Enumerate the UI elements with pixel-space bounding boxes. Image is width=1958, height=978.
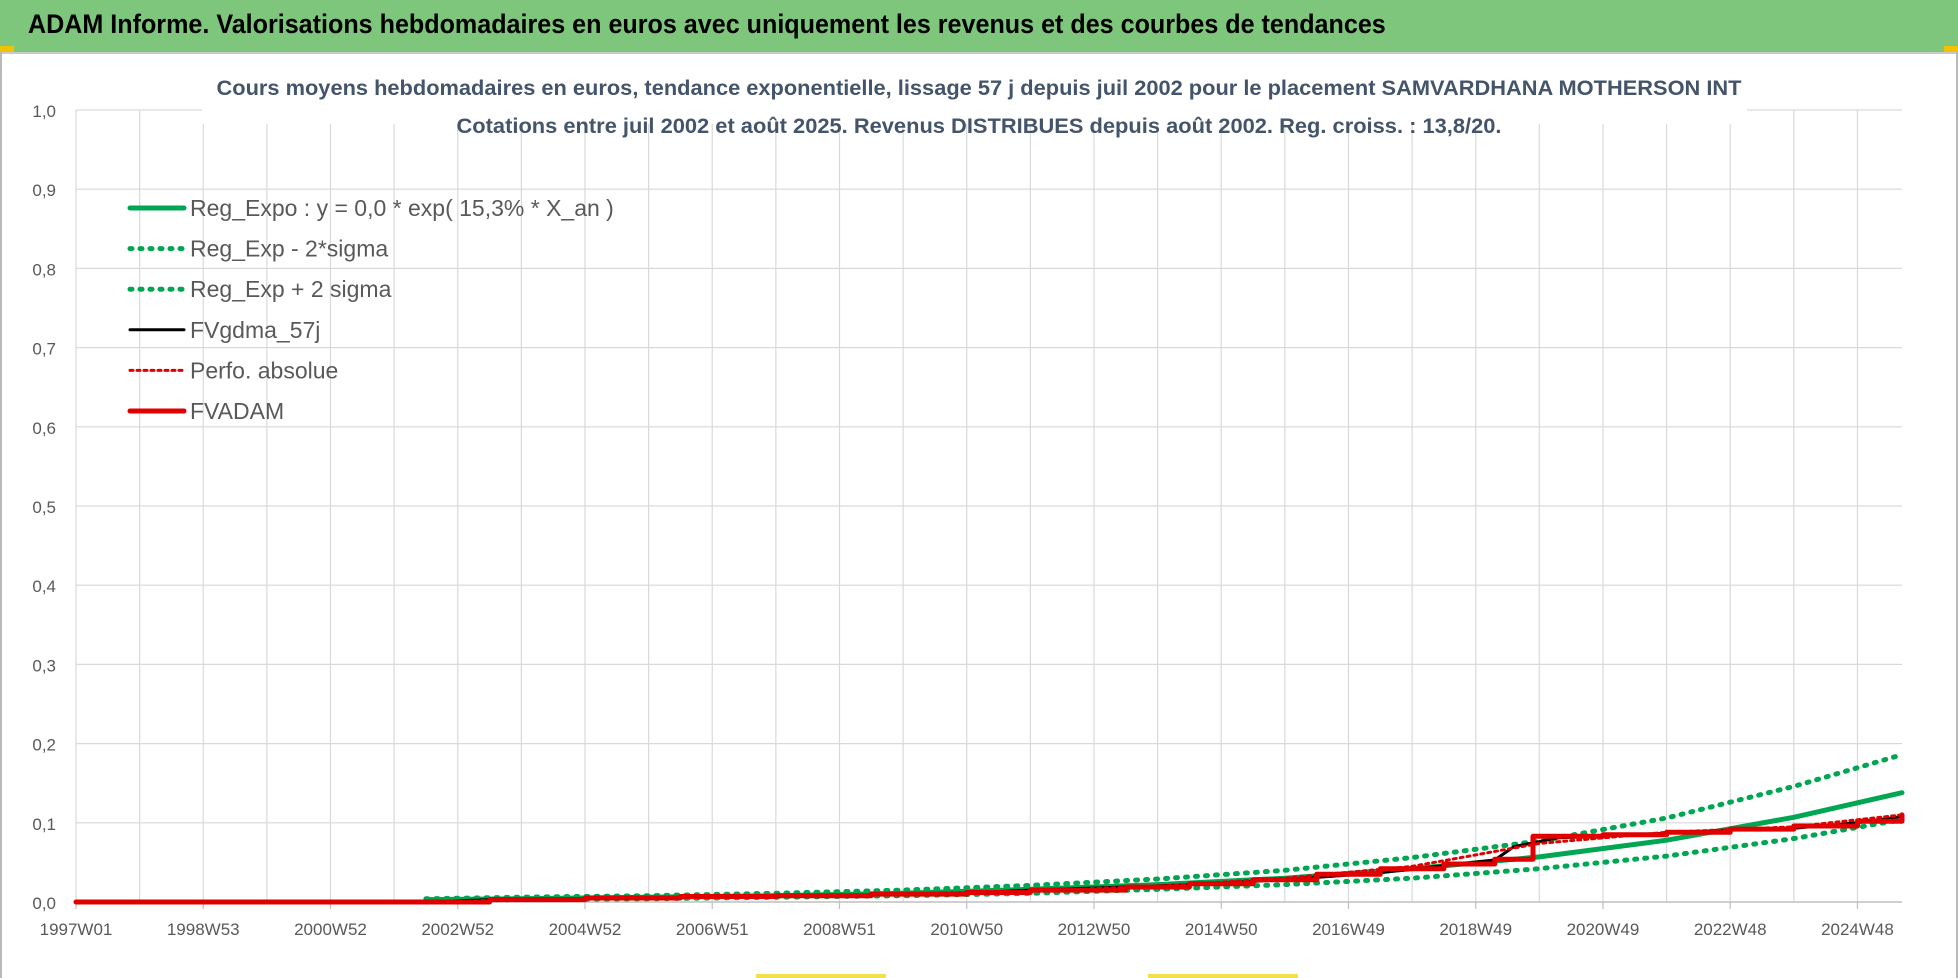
y-tick-label: 1,0 <box>32 102 56 121</box>
legend-label: Reg_Exp + 2 sigma <box>190 276 392 302</box>
x-tick-label: 2004W52 <box>549 920 622 939</box>
x-tick-label: 2016W49 <box>1312 920 1385 939</box>
frame-left-edge <box>0 52 2 978</box>
x-tick-label: 2018W49 <box>1439 920 1512 939</box>
y-tick-label: 0,7 <box>32 340 56 359</box>
series-line-5 <box>73 812 1905 905</box>
chart-subtitle: Cotations entre juil 2002 et août 2025. … <box>457 115 1502 138</box>
y-tick-label: 0,4 <box>32 577 56 596</box>
legend-label: FVADAM <box>190 398 284 424</box>
x-tick-label: 2020W49 <box>1567 920 1640 939</box>
y-tick-label: 0,5 <box>32 498 56 517</box>
report-title: ADAM Informe. Valorisations hebdomadaire… <box>28 9 1386 39</box>
chart-series <box>73 752 1905 905</box>
chart-title: Cours moyens hebdomadaires en euros, ten… <box>217 77 1742 100</box>
legend-label: Perfo. absolue <box>190 357 338 383</box>
x-tick-label: 2006W51 <box>676 920 749 939</box>
legend-label: Reg_Exp - 2*sigma <box>190 236 388 262</box>
chart: Cours moyens hebdomadaires en euros, ten… <box>32 60 1905 939</box>
chart-legend: Reg_Expo : y = 0,0 * exp( 15,3% * X_an )… <box>127 195 614 424</box>
footer-marker <box>756 974 886 978</box>
series-line-0 <box>423 790 1905 903</box>
x-tick-label: 2022W48 <box>1694 920 1767 939</box>
x-tick-label: 2010W50 <box>930 920 1003 939</box>
y-tick-label: 0,8 <box>32 260 56 279</box>
footer-marker <box>1148 974 1298 978</box>
y-tick-label: 0,2 <box>32 736 56 755</box>
x-tick-label: 2002W52 <box>421 920 494 939</box>
corner-marker-left <box>0 46 14 52</box>
y-tick-label: 0,1 <box>32 815 56 834</box>
y-tick-label: 0,0 <box>32 894 56 913</box>
x-tick-label: 1997W01 <box>40 920 113 939</box>
y-tick-label: 0,6 <box>32 419 56 438</box>
frame-right-edge <box>1956 52 1958 978</box>
chart-gridlines <box>75 109 1902 902</box>
y-tick-label: 0,3 <box>32 656 56 675</box>
chart-axes: 0,0 0,1 0,2 0,3 0,4 0,5 0,6 0,7 0,8 0,9 1,0 1997W01… <box>32 102 1902 939</box>
x-tick-label: 2024W48 <box>1821 920 1894 939</box>
y-tick-label: 0,9 <box>32 181 56 200</box>
x-tick-label: 2000W52 <box>294 920 367 939</box>
x-tick-label: 1998W53 <box>167 920 240 939</box>
report-header: ADAM Informe. Valorisations hebdomadaire… <box>0 0 1958 54</box>
corner-marker-right <box>1944 46 1958 52</box>
chart-title-group: Cours moyens hebdomadaires en euros, ten… <box>202 60 1747 138</box>
legend-label: Reg_Expo : y = 0,0 * exp( 15,3% * X_an ) <box>190 195 614 221</box>
series-line-2 <box>423 752 1905 902</box>
x-tick-label: 2012W50 <box>1058 920 1131 939</box>
x-tick-label: 2014W50 <box>1185 920 1258 939</box>
x-tick-label: 2008W51 <box>803 920 876 939</box>
legend-label: FVgdma_57j <box>190 317 320 343</box>
